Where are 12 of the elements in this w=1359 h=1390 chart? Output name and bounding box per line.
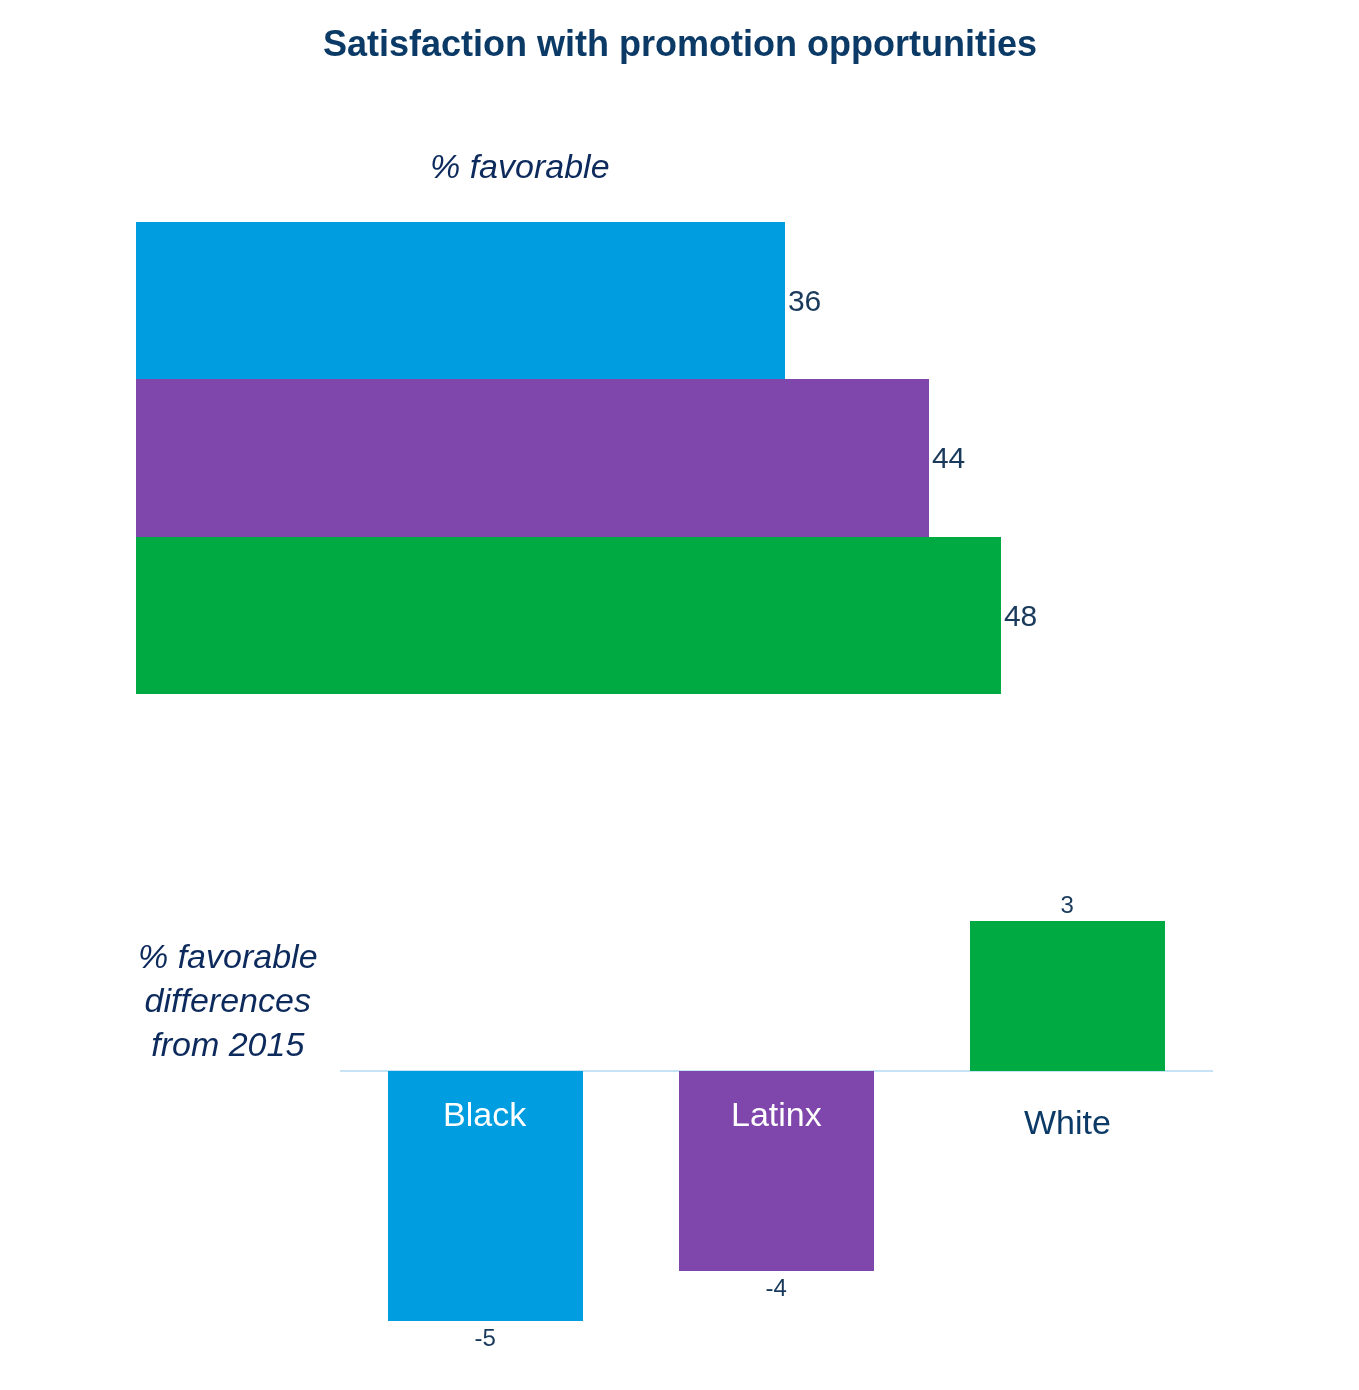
x-tick-label: Black (443, 1095, 528, 1133)
data-label: 3 (1060, 891, 1074, 919)
x-tick-label: White (1024, 1103, 1111, 1141)
chart-subtitle: % favorable (430, 147, 610, 185)
data-label: 48 (1003, 598, 1038, 632)
data-label: -5 (474, 1324, 496, 1352)
data-label: -4 (765, 1274, 787, 1302)
chart-title: Satisfaction with promotion opportunities (323, 23, 1037, 64)
data-label: 44 (931, 441, 966, 475)
y-axis-title: % favorable differences from 2015 (138, 937, 318, 1064)
x-tick-label: Latinx (731, 1095, 822, 1133)
data-label: 36 (787, 283, 822, 317)
